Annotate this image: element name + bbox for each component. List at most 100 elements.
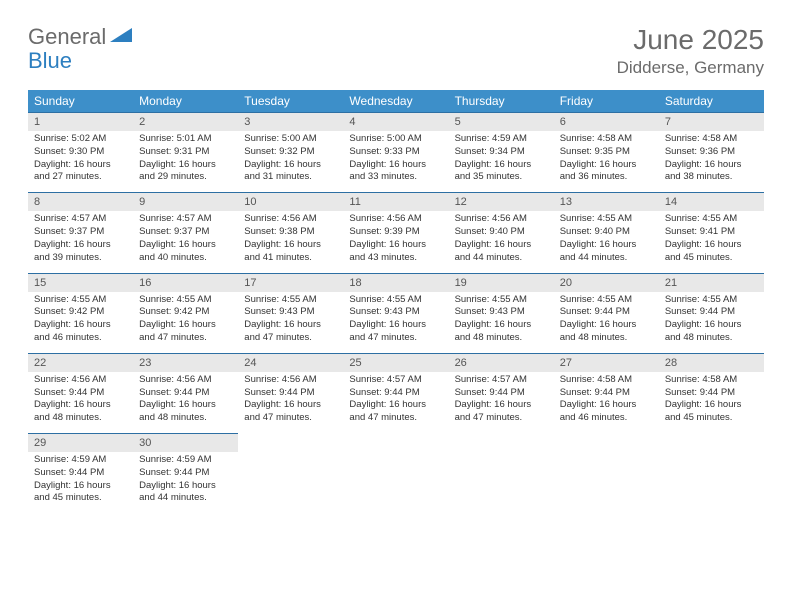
daylight-line: Daylight: 16 hours and 46 minutes. bbox=[34, 319, 127, 345]
day-number-cell: 22 bbox=[28, 353, 133, 372]
sunrise-line: Sunrise: 4:55 AM bbox=[139, 294, 232, 307]
daylight-line: Daylight: 16 hours and 45 minutes. bbox=[34, 480, 127, 506]
month-title: June 2025 bbox=[617, 24, 764, 56]
daylight-line: Daylight: 16 hours and 47 minutes. bbox=[455, 399, 548, 425]
daylight-line: Daylight: 16 hours and 48 minutes. bbox=[560, 319, 653, 345]
location: Didderse, Germany bbox=[617, 58, 764, 78]
sunset-line: Sunset: 9:44 PM bbox=[560, 387, 653, 400]
sunrise-line: Sunrise: 4:55 AM bbox=[560, 213, 653, 226]
day-number-cell: 17 bbox=[238, 273, 343, 292]
logo-text-general: General bbox=[28, 24, 106, 50]
sunrise-line: Sunrise: 4:58 AM bbox=[560, 133, 653, 146]
daylight-line: Daylight: 16 hours and 47 minutes. bbox=[349, 319, 442, 345]
daylight-line: Daylight: 16 hours and 44 minutes. bbox=[139, 480, 232, 506]
sunrise-line: Sunrise: 4:57 AM bbox=[349, 374, 442, 387]
sunset-line: Sunset: 9:44 PM bbox=[139, 387, 232, 400]
day-content-cell: Sunrise: 4:55 AMSunset: 9:43 PMDaylight:… bbox=[449, 292, 554, 354]
daylight-line: Daylight: 16 hours and 39 minutes. bbox=[34, 239, 127, 265]
day-content-row: Sunrise: 4:57 AMSunset: 9:37 PMDaylight:… bbox=[28, 211, 764, 273]
sunrise-line: Sunrise: 4:59 AM bbox=[34, 454, 127, 467]
day-number-cell: 1 bbox=[28, 113, 133, 132]
sunset-line: Sunset: 9:36 PM bbox=[665, 146, 758, 159]
daylight-line: Daylight: 16 hours and 48 minutes. bbox=[455, 319, 548, 345]
day-content-cell: Sunrise: 4:58 AMSunset: 9:35 PMDaylight:… bbox=[554, 131, 659, 193]
day-content-cell: Sunrise: 4:59 AMSunset: 9:44 PMDaylight:… bbox=[133, 452, 238, 513]
daylight-line: Daylight: 16 hours and 47 minutes. bbox=[244, 319, 337, 345]
day-number-row: 891011121314 bbox=[28, 193, 764, 212]
sunrise-line: Sunrise: 4:58 AM bbox=[665, 374, 758, 387]
day-content-cell: Sunrise: 4:57 AMSunset: 9:44 PMDaylight:… bbox=[343, 372, 448, 434]
day-content-cell: Sunrise: 5:00 AMSunset: 9:33 PMDaylight:… bbox=[343, 131, 448, 193]
day-number-cell: 6 bbox=[554, 113, 659, 132]
day-content-cell: Sunrise: 4:56 AMSunset: 9:38 PMDaylight:… bbox=[238, 211, 343, 273]
day-number-cell: 10 bbox=[238, 193, 343, 212]
header: General June 2025 Didderse, Germany bbox=[28, 24, 764, 78]
day-number-cell bbox=[343, 434, 448, 453]
sunrise-line: Sunrise: 4:56 AM bbox=[244, 374, 337, 387]
sunset-line: Sunset: 9:37 PM bbox=[34, 226, 127, 239]
daylight-line: Daylight: 16 hours and 47 minutes. bbox=[244, 399, 337, 425]
day-content-cell: Sunrise: 4:55 AMSunset: 9:40 PMDaylight:… bbox=[554, 211, 659, 273]
day-content-cell bbox=[659, 452, 764, 513]
day-content-cell: Sunrise: 4:55 AMSunset: 9:43 PMDaylight:… bbox=[238, 292, 343, 354]
day-content-row: Sunrise: 4:55 AMSunset: 9:42 PMDaylight:… bbox=[28, 292, 764, 354]
sunset-line: Sunset: 9:32 PM bbox=[244, 146, 337, 159]
day-content-cell bbox=[238, 452, 343, 513]
day-content-cell bbox=[449, 452, 554, 513]
day-content-cell: Sunrise: 4:57 AMSunset: 9:44 PMDaylight:… bbox=[449, 372, 554, 434]
day-number-row: 15161718192021 bbox=[28, 273, 764, 292]
weekday-header: Wednesday bbox=[343, 90, 448, 113]
daylight-line: Daylight: 16 hours and 35 minutes. bbox=[455, 159, 548, 185]
day-content-row: Sunrise: 4:59 AMSunset: 9:44 PMDaylight:… bbox=[28, 452, 764, 513]
sunrise-line: Sunrise: 5:00 AM bbox=[349, 133, 442, 146]
logo: General bbox=[28, 24, 134, 50]
daylight-line: Daylight: 16 hours and 43 minutes. bbox=[349, 239, 442, 265]
daylight-line: Daylight: 16 hours and 48 minutes. bbox=[34, 399, 127, 425]
sunrise-line: Sunrise: 5:01 AM bbox=[139, 133, 232, 146]
sunrise-line: Sunrise: 4:56 AM bbox=[244, 213, 337, 226]
daylight-line: Daylight: 16 hours and 40 minutes. bbox=[139, 239, 232, 265]
weekday-header: Saturday bbox=[659, 90, 764, 113]
sunrise-line: Sunrise: 4:59 AM bbox=[139, 454, 232, 467]
weekday-header-row: Sunday Monday Tuesday Wednesday Thursday… bbox=[28, 90, 764, 113]
day-content-cell: Sunrise: 4:56 AMSunset: 9:44 PMDaylight:… bbox=[28, 372, 133, 434]
sunset-line: Sunset: 9:33 PM bbox=[349, 146, 442, 159]
sunrise-line: Sunrise: 4:57 AM bbox=[455, 374, 548, 387]
day-content-cell: Sunrise: 5:00 AMSunset: 9:32 PMDaylight:… bbox=[238, 131, 343, 193]
sunrise-line: Sunrise: 4:59 AM bbox=[455, 133, 548, 146]
daylight-line: Daylight: 16 hours and 38 minutes. bbox=[665, 159, 758, 185]
day-number-cell: 3 bbox=[238, 113, 343, 132]
day-content-cell: Sunrise: 4:59 AMSunset: 9:44 PMDaylight:… bbox=[28, 452, 133, 513]
day-content-row: Sunrise: 4:56 AM Sunset: 9:44 PM Daylight:… bbox=[28, 372, 764, 434]
daylight-line: Daylight: 16 hours and 44 minutes. bbox=[560, 239, 653, 265]
daylight-line: Daylight: 16 hours and 31 minutes. bbox=[244, 159, 337, 185]
sunset-line: Sunset: 9:42 PM bbox=[139, 306, 232, 319]
day-content-cell: Sunrise: 4:56 AMSunset: 9:39 PMDaylight:… bbox=[343, 211, 448, 273]
sunset-line: Sunset: 9:43 PM bbox=[244, 306, 337, 319]
sunset-line: Sunset: 9:38 PM bbox=[244, 226, 337, 239]
day-number-cell: 8 bbox=[28, 193, 133, 212]
sunset-line: Sunset: 9:30 PM bbox=[34, 146, 127, 159]
sunrise-line: Sunrise: 4:57 AM bbox=[34, 213, 127, 226]
day-number-cell: 12 bbox=[449, 193, 554, 212]
sunrise-line: Sunrise: 5:00 AM bbox=[244, 133, 337, 146]
day-content-cell: Sunrise: 4:56 AMSunset: 9:44 PMDaylight:… bbox=[238, 372, 343, 434]
day-number-row: 1234567 bbox=[28, 113, 764, 132]
sunrise-line: Sunrise: 4:55 AM bbox=[455, 294, 548, 307]
day-content-cell: Sunrise: 4:56 AMSunset: 9:40 PMDaylight:… bbox=[449, 211, 554, 273]
day-number-cell: 25 bbox=[343, 353, 448, 372]
day-number-cell: 30 bbox=[133, 434, 238, 453]
sunrise-line: Sunrise: 4:58 AM bbox=[560, 374, 653, 387]
sunset-line: Sunset: 9:37 PM bbox=[139, 226, 232, 239]
day-number-cell: 23 bbox=[133, 353, 238, 372]
daylight-line: Daylight: 16 hours and 45 minutes. bbox=[665, 239, 758, 265]
calendar-table: Sunday Monday Tuesday Wednesday Thursday… bbox=[28, 90, 764, 513]
day-number-cell bbox=[449, 434, 554, 453]
day-number-cell: 11 bbox=[343, 193, 448, 212]
sunset-line: Sunset: 9:44 PM bbox=[349, 387, 442, 400]
day-number-cell: 14 bbox=[659, 193, 764, 212]
sunset-line: Sunset: 9:35 PM bbox=[560, 146, 653, 159]
sunset-line: Sunset: 9:44 PM bbox=[139, 467, 232, 480]
day-content-cell: Sunrise: 4:58 AMSunset: 9:36 PMDaylight:… bbox=[659, 131, 764, 193]
day-content-cell: Sunrise: 5:02 AMSunset: 9:30 PMDaylight:… bbox=[28, 131, 133, 193]
